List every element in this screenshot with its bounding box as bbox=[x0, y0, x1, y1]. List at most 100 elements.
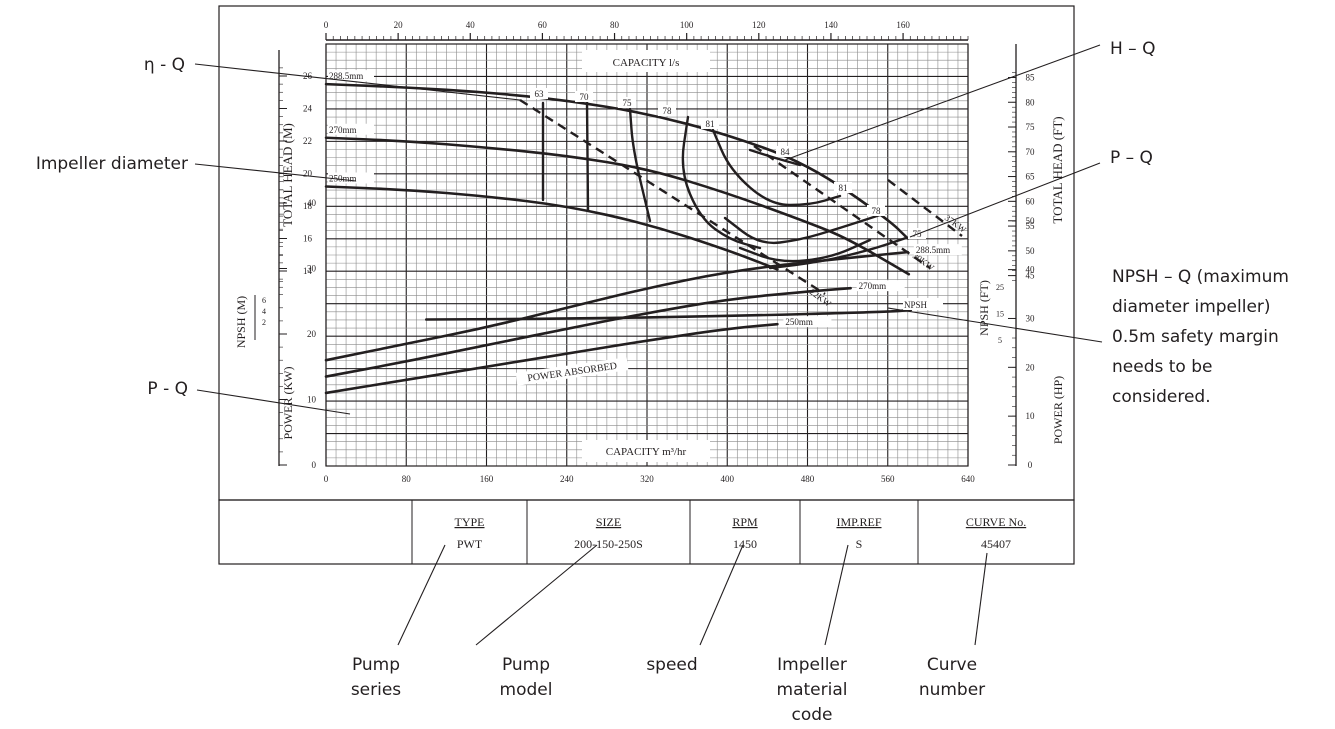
bottom-annotation-leader bbox=[824, 544, 849, 646]
bottom-annotation-leader bbox=[397, 544, 446, 646]
head-ft-axis-title: TOTAL HEAD (FT) bbox=[1050, 116, 1065, 223]
power-hp-tick-label: 50 bbox=[1026, 216, 1036, 226]
hq-curve-label: 288.5mm bbox=[329, 71, 363, 81]
head-ft-tick-label: 80 bbox=[1026, 97, 1036, 107]
efficiency-label-bg bbox=[701, 118, 719, 129]
power-iso-line bbox=[753, 145, 931, 269]
efficiency-contour bbox=[711, 128, 842, 207]
npsh-curve bbox=[425, 308, 913, 321]
eta-q-leader bbox=[194, 63, 521, 101]
annotation-layer: η - Q H – Q Impeller diameter P – Q NPSH – Q… bbox=[36, 39, 1289, 725]
hq-label-bg bbox=[328, 123, 374, 135]
top-axis-tick-label: 80 bbox=[610, 20, 620, 30]
npsh-m-axis-title: NPSH (M) bbox=[234, 296, 248, 348]
power-tick-label: 40 bbox=[307, 198, 317, 208]
npsh-q-leader bbox=[887, 307, 1103, 343]
hq-curve-270mm bbox=[324, 136, 911, 276]
bottom-axis-tick-label: 80 bbox=[402, 474, 412, 484]
efficiency-label: 70 bbox=[580, 92, 590, 102]
side-axes: 0801602403204004805606401416182022242624… bbox=[254, 44, 1036, 484]
info-table-value: 200-150-250S bbox=[574, 537, 643, 551]
npsh-ft-tick-label: 25 bbox=[996, 283, 1004, 292]
bottom-axis-tick-label: 160 bbox=[480, 474, 494, 484]
bottom-annotation-line: series bbox=[351, 680, 401, 700]
top-axis-tick-label: 160 bbox=[896, 20, 910, 30]
efficiency-label-bg bbox=[618, 97, 636, 108]
efficiency-label: 75 bbox=[623, 98, 633, 108]
efficiency-contour bbox=[723, 213, 882, 245]
bottom-axis-tick-label: 320 bbox=[640, 474, 654, 484]
head-tick-label: 22 bbox=[303, 136, 312, 146]
info-table-header: IMP.REF bbox=[836, 515, 881, 529]
head-tick-label: 18 bbox=[303, 201, 313, 211]
top-axis-tick-label: 100 bbox=[680, 20, 694, 30]
npsh-ft-axis-title: NPSH (FT) bbox=[977, 280, 991, 336]
power-kw-axis-title: POWER (KW) bbox=[281, 367, 295, 440]
bottom-axis-tick-label: 560 bbox=[881, 474, 895, 484]
pq-label-bg bbox=[856, 280, 905, 292]
info-table-value: 45407 bbox=[981, 537, 1011, 551]
efficiency-label-bg bbox=[908, 228, 926, 239]
hq-label-bg bbox=[328, 172, 374, 184]
impeller-diameter-annotation: Impeller diameter bbox=[36, 154, 188, 174]
capacity-label-top: CAPACITY l/s bbox=[582, 50, 710, 72]
efficiency-contour bbox=[748, 148, 802, 167]
info-table-header: SIZE bbox=[596, 515, 621, 529]
bottom-annotation-line: Impeller bbox=[777, 655, 847, 675]
head-ft-tick-label: 75 bbox=[1026, 122, 1036, 132]
npsh-tick-label: 2 bbox=[262, 318, 266, 327]
pq-label-bg bbox=[913, 244, 962, 256]
info-table: TYPE PWT SIZE 200-150-250S RPM 1450 IMP.REF S CU… bbox=[411, 500, 1026, 564]
pq-curve-label: 270mm bbox=[859, 281, 887, 291]
pq-label-bg bbox=[783, 316, 832, 328]
npsh-q-annotation-line: diameter impeller) bbox=[1112, 297, 1271, 317]
head-ft-tick-label: 85 bbox=[1026, 72, 1036, 82]
top-axis-tick-label: 20 bbox=[394, 20, 404, 30]
impeller-diameter-leader bbox=[194, 163, 357, 182]
capacity-ls-label: CAPACITY l/s bbox=[613, 57, 680, 69]
bottom-axis-tick-label: 400 bbox=[721, 474, 735, 484]
efficiency-label: 81 bbox=[706, 119, 715, 129]
power-tick-label: 30 bbox=[307, 264, 317, 274]
efficiency-label: 81 bbox=[839, 183, 848, 193]
capacity-label-bottom: CAPACITY m³/hr bbox=[582, 440, 710, 462]
efficiency-label-bg bbox=[867, 205, 885, 216]
info-table-value: 1450 bbox=[733, 537, 757, 551]
efficiency-label: 78 bbox=[663, 106, 673, 116]
p-q-right-annotation: P – Q bbox=[1110, 148, 1153, 168]
capacity-m3hr-label: CAPACITY m³/hr bbox=[606, 446, 687, 458]
head-tick-label: 16 bbox=[303, 234, 313, 244]
top-axis-tick-label: 120 bbox=[752, 20, 766, 30]
efficiency-contour bbox=[585, 100, 590, 212]
bottom-axis-tick-label: 0 bbox=[324, 474, 329, 484]
bottom-axis-tick-label: 240 bbox=[560, 474, 574, 484]
efficiency-label-bg bbox=[658, 105, 676, 116]
pq-curve-288.5mm bbox=[324, 250, 910, 362]
bottom-annotation-line: speed bbox=[646, 655, 697, 675]
bottom-annotation-line: number bbox=[919, 680, 985, 700]
info-table-header: CURVE No. bbox=[966, 515, 1026, 529]
info-table-header: TYPE bbox=[455, 515, 485, 529]
head-tick-label: 20 bbox=[303, 169, 313, 179]
p-q-left-leader bbox=[196, 389, 351, 415]
power-hp-axis-title: POWER (HP) bbox=[1051, 376, 1065, 444]
npsh-tick-label: 6 bbox=[262, 296, 266, 305]
info-table-header: RPM bbox=[732, 515, 758, 529]
pq-curve-270mm bbox=[324, 286, 852, 378]
p-q-left-annotation: P - Q bbox=[147, 379, 188, 399]
npsh-q-annotation-line: NPSH – Q (maximum bbox=[1112, 267, 1289, 287]
pq-curve-250mm bbox=[324, 322, 779, 395]
hq-label-bg bbox=[328, 70, 374, 82]
hq-curve-label: 250mm bbox=[329, 174, 357, 184]
power-tick-label: 10 bbox=[307, 395, 317, 405]
npsh-q-annotation-line: needs to be bbox=[1112, 357, 1212, 377]
efficiency-label-bg bbox=[776, 146, 794, 157]
bottom-annotation-line: model bbox=[500, 680, 553, 700]
bottom-axis-tick-label: 640 bbox=[961, 474, 975, 484]
top-axis-tick-label: 140 bbox=[824, 20, 838, 30]
power-hp-tick-label: 20 bbox=[1026, 362, 1036, 372]
efficiency-label-bg bbox=[575, 91, 593, 102]
npsh-tick-label: 4 bbox=[262, 307, 266, 316]
h-q-leader bbox=[784, 44, 1101, 161]
